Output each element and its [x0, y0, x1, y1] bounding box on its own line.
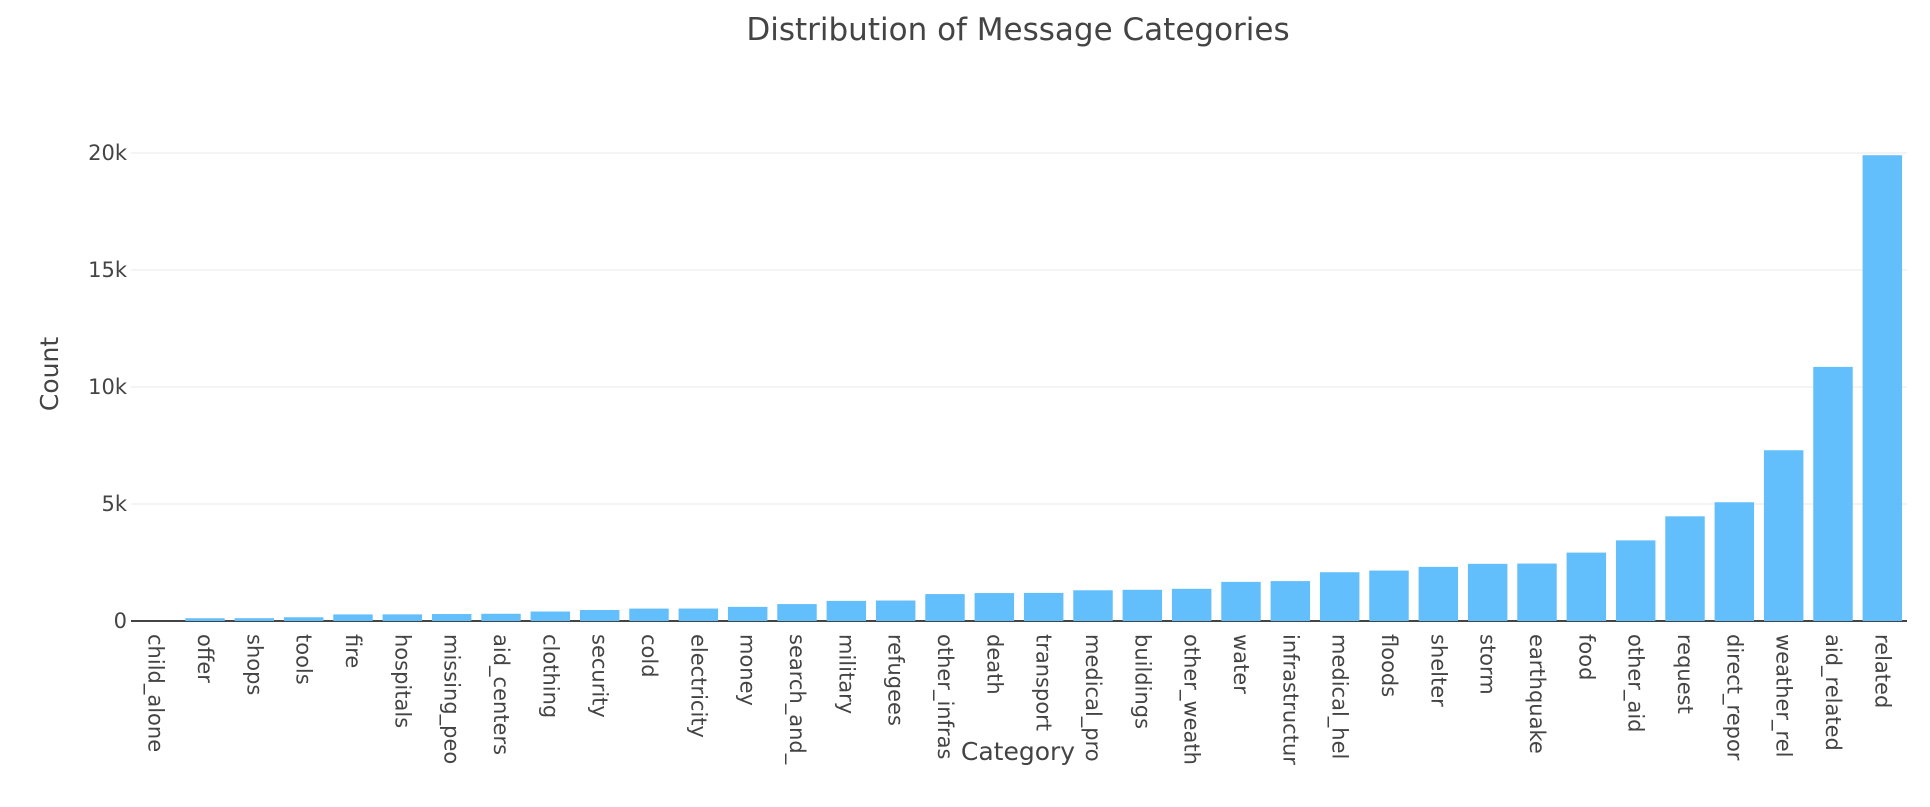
bar: [974, 593, 1015, 621]
bar: [1023, 592, 1064, 621]
x-tick-label: shelter: [1426, 634, 1450, 707]
x-tick-label: floods: [1377, 634, 1401, 697]
bar: [1221, 581, 1261, 621]
bar: [1615, 540, 1656, 621]
x-tick-label: aid_centers: [488, 634, 513, 755]
x-tick-label: missing_peo: [439, 634, 464, 764]
bar: [777, 604, 817, 621]
x-tick-label: direct_repor: [1721, 634, 1746, 761]
bar: [1566, 552, 1607, 621]
x-axis-title: Category: [961, 737, 1075, 766]
bar: [1813, 366, 1853, 621]
bar: [1517, 563, 1557, 621]
bar: [925, 594, 965, 621]
x-tick-label: buildings: [1130, 634, 1154, 729]
x-tick-label: refugees: [884, 634, 908, 726]
bar: [1270, 581, 1311, 621]
y-axis-title: Count: [35, 337, 64, 411]
bar: [875, 600, 916, 621]
bar: [382, 614, 423, 621]
x-tick-label: medical_pro: [1080, 634, 1105, 762]
x-tick-label: storm: [1476, 634, 1500, 695]
x-tick-label: military: [834, 634, 858, 714]
x-tick-label: offer: [193, 634, 217, 683]
x-tick-label: weather_rel: [1771, 634, 1796, 758]
x-tick-label: aid_related: [1820, 634, 1845, 751]
bar: [185, 618, 225, 621]
x-tick-label: infrastructur: [1278, 634, 1302, 765]
bar: [1862, 155, 1903, 622]
y-tick-label: 0: [114, 609, 127, 633]
bar: [1714, 502, 1755, 621]
x-tick-label: money: [736, 634, 760, 706]
chart-title: Distribution of Message Categories: [746, 12, 1289, 48]
bar: [1319, 572, 1360, 621]
x-tick-label: search_and_: [784, 634, 809, 765]
bar: [234, 618, 275, 621]
bar: [727, 606, 768, 621]
x-tick-label: related: [1870, 634, 1894, 708]
bar: [1418, 566, 1459, 621]
x-tick-label: clothing: [538, 634, 562, 718]
bar: [481, 613, 521, 621]
bar: [1763, 450, 1804, 621]
x-tick-label: hospitals: [390, 634, 414, 728]
x-tick-label: other_weath: [1179, 634, 1204, 765]
bar: [1467, 563, 1508, 621]
x-tick-label: child_alone: [143, 634, 168, 752]
bar: [678, 608, 719, 621]
x-tick-label: death: [982, 634, 1006, 695]
x-tick-label: medical_hel: [1327, 634, 1352, 759]
x-tick-label: water: [1229, 634, 1253, 694]
y-tick-label: 15k: [88, 258, 128, 282]
x-tick-label: other_aid: [1623, 634, 1648, 732]
bar: [333, 614, 373, 621]
bar: [579, 609, 620, 621]
x-tick-label: earthquake: [1525, 634, 1549, 754]
x-tick-label: tools: [292, 634, 316, 685]
y-tick-label: 20k: [88, 141, 128, 165]
bar: [826, 600, 867, 621]
x-tick-label: fire: [341, 634, 365, 668]
x-tick-labels: child_alone offer shops tools fire hospitals m…: [143, 634, 1895, 765]
bar: [629, 608, 669, 621]
y-tick-label: 10k: [88, 375, 128, 399]
bar: [1073, 590, 1113, 621]
x-tick-label: electricity: [686, 634, 710, 738]
y-tick-label: 5k: [101, 492, 127, 516]
bar: [530, 611, 571, 621]
x-tick-label: request: [1673, 634, 1697, 714]
bar: [1665, 516, 1705, 621]
x-tick-label: shops: [242, 634, 266, 695]
x-tick-label: other_infras: [932, 634, 957, 759]
bar: [1171, 588, 1212, 621]
bar: [431, 614, 472, 621]
bar: [283, 617, 324, 621]
x-tick-label: food: [1574, 634, 1598, 680]
bar: [1122, 589, 1163, 621]
x-tick-label: cold: [637, 634, 661, 678]
bar: [1369, 570, 1409, 621]
x-tick-label: transport: [1032, 634, 1056, 731]
x-tick-label: security: [588, 634, 612, 718]
